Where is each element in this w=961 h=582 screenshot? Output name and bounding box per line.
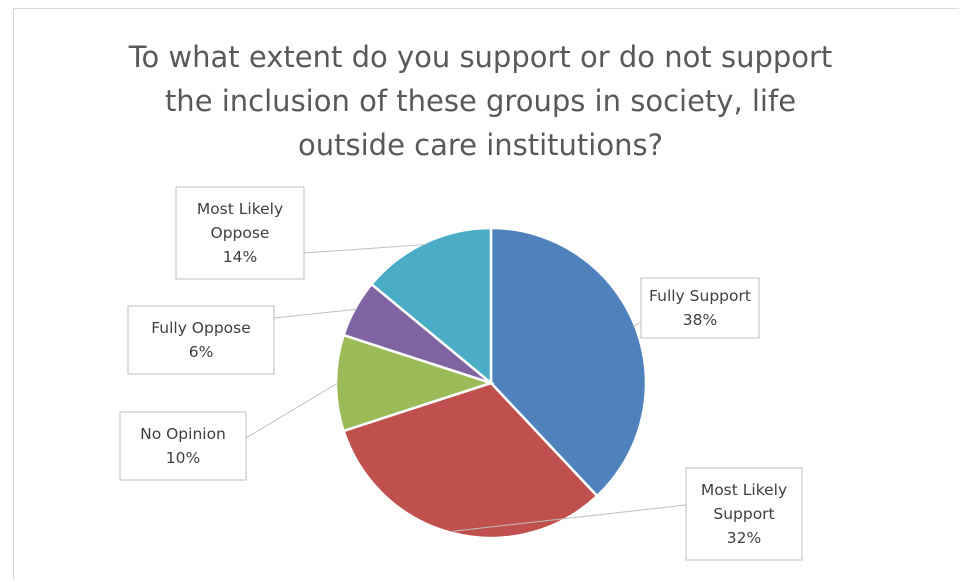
leader-line bbox=[273, 308, 357, 319]
data-label-category: No Opinion bbox=[140, 425, 226, 443]
data-label-box bbox=[127, 305, 275, 375]
pie-slice-most-likely-oppose bbox=[369, 226, 493, 386]
chart-title-line: To what extent do you support or do not … bbox=[128, 40, 833, 74]
chart-title: To what extent do you support or do not … bbox=[0, 35, 961, 167]
data-label-value: 10% bbox=[166, 449, 200, 467]
data-label-value: 32% bbox=[727, 529, 761, 547]
data-label-category: Most Likely bbox=[701, 481, 787, 499]
data-label-category: Fully Oppose bbox=[151, 319, 251, 337]
leader-line bbox=[245, 382, 339, 439]
pie-slice-no-opinion bbox=[334, 333, 496, 433]
data-label-category: Support bbox=[713, 505, 774, 523]
data-label-value: 6% bbox=[189, 343, 214, 361]
data-label-box bbox=[119, 411, 247, 481]
data-label-category: Oppose bbox=[211, 224, 270, 242]
data-label-category: Fully Support bbox=[649, 287, 751, 305]
data-label-box bbox=[175, 186, 305, 280]
data-label-box bbox=[685, 467, 803, 561]
chart-title-line: outside care institutions? bbox=[298, 128, 663, 162]
chart-title-line: the inclusion of these groups in society… bbox=[164, 84, 797, 118]
pie-slices bbox=[334, 226, 648, 540]
data-callouts: Fully Support 38% Most Likely Support 32% No … bbox=[119, 186, 803, 561]
data-label-category: Most Likely bbox=[197, 200, 283, 218]
data-label-box bbox=[640, 277, 760, 339]
leader-line bbox=[452, 504, 687, 532]
data-label-value: 14% bbox=[223, 248, 257, 266]
leader-line bbox=[303, 244, 426, 254]
data-label-value: 38% bbox=[683, 311, 717, 329]
leader-line bbox=[632, 321, 642, 328]
